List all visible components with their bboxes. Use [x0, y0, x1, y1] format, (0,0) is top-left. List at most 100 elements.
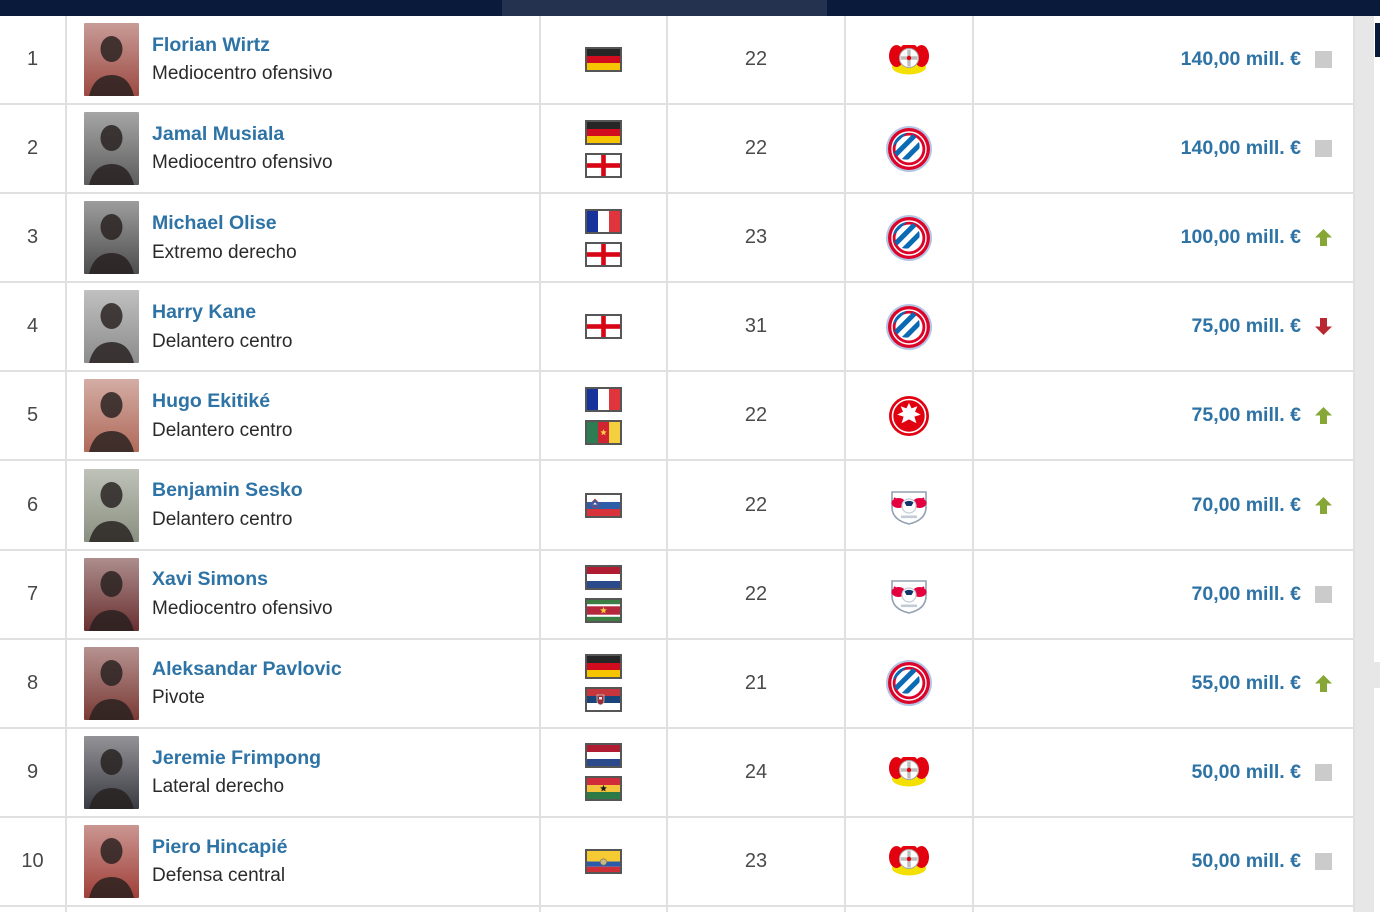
top-bar-active-segment [502, 0, 827, 16]
club-badge-eintracht-frankfurt-icon[interactable] [885, 392, 933, 440]
nationality-cell [541, 639, 668, 727]
flag-england-icon [585, 152, 622, 178]
nationality-cell [541, 283, 668, 371]
club-cell [846, 194, 974, 282]
player-row: 7 Xavi Simons Mediocentro ofensivo 22 70,00 … [0, 550, 1355, 640]
player-name-link[interactable]: Harry Kane [152, 301, 257, 324]
player-row-partial: 11 [0, 906, 1355, 912]
age-cell: 22 [668, 461, 846, 549]
player-row: 8 Aleksandar Pavlovic Pivote 21 55,00 mill. … [0, 639, 1355, 729]
market-value-cell: 75,00 mill. € [974, 283, 1355, 371]
flag-stack [585, 47, 622, 73]
flag-stack [585, 654, 622, 713]
trend-same-icon [1314, 852, 1333, 871]
club-cell [846, 283, 974, 371]
player-info: Jamal Musiala Mediocentro ofensivo [152, 122, 333, 173]
player-position: Extremo derecho [152, 241, 297, 263]
nationality-cell [541, 550, 668, 638]
market-value-link[interactable]: 75,00 mill. € [1191, 315, 1302, 338]
player-cell: Xavi Simons Mediocentro ofensivo [67, 550, 541, 638]
market-value-cell: 140,00 mill. € [974, 105, 1355, 193]
player-name-link[interactable]: Michael Olise [152, 212, 277, 235]
nationality-cell [541, 194, 668, 282]
market-value-cell: 50,00 mill. € [974, 728, 1355, 816]
market-value-link[interactable]: 50,00 mill. € [1191, 760, 1302, 783]
market-value-link[interactable]: 140,00 mill. € [1180, 137, 1301, 160]
market-value-cell: 50,00 mill. € [974, 817, 1355, 905]
player-info: Hugo Ekitiké Delantero centro [152, 391, 292, 440]
player-position: Delantero centro [152, 330, 293, 352]
player-name-link[interactable]: Aleksandar Pavlovic [152, 657, 342, 680]
player-photo[interactable] [84, 824, 139, 898]
market-value-table: 1 Florian Wirtz Mediocentro ofensivo 22 140,… [0, 16, 1355, 912]
player-photo[interactable] [84, 201, 139, 275]
market-value-link[interactable]: 70,00 mill. € [1191, 582, 1302, 605]
player-name-link[interactable]: Piero Hincapié [152, 835, 288, 858]
flag-ghana-icon [585, 776, 622, 802]
market-value-link[interactable]: 50,00 mill. € [1191, 849, 1302, 872]
rank-cell: 10 [0, 817, 67, 905]
player-cell [67, 906, 541, 912]
player-position: Mediocentro ofensivo [152, 597, 333, 619]
flag-stack [585, 743, 622, 802]
nationality-cell [541, 16, 668, 104]
market-value-link[interactable]: 100,00 mill. € [1180, 226, 1301, 249]
club-cell [846, 639, 974, 727]
flag-serbia-icon [585, 687, 622, 713]
trend-up-icon [1314, 406, 1333, 425]
market-value-link[interactable]: 70,00 mill. € [1191, 493, 1302, 516]
player-photo[interactable] [84, 290, 139, 364]
player-photo[interactable] [84, 379, 139, 453]
player-name-link[interactable]: Florian Wirtz [152, 33, 270, 56]
player-photo[interactable] [84, 646, 139, 720]
player-name-link[interactable]: Hugo Ekitiké [152, 390, 271, 413]
market-value-link[interactable]: 75,00 mill. € [1191, 404, 1302, 427]
club-badge-rb-leipzig-icon[interactable] [885, 570, 933, 618]
club-cell [846, 728, 974, 816]
market-value-cell: 75,00 mill. € [974, 372, 1355, 460]
player-row: 2 Jamal Musiala Mediocentro ofensivo 22 140,… [0, 105, 1355, 195]
age-cell: 24 [668, 728, 846, 816]
player-photo[interactable] [84, 557, 139, 631]
player-name-link[interactable]: Jeremie Frimpong [152, 746, 322, 769]
sidebar-widget-header-edge [1375, 23, 1380, 57]
club-badge-rb-leipzig-icon[interactable] [885, 481, 933, 529]
market-value-cell [974, 906, 1355, 912]
flag-germany-icon [585, 119, 622, 145]
rank-cell: 6 [0, 461, 67, 549]
age-cell: 22 [668, 16, 846, 104]
market-value-link[interactable]: 55,00 mill. € [1191, 671, 1302, 694]
player-photo[interactable] [84, 112, 139, 186]
player-photo[interactable] [84, 735, 139, 809]
age-cell: 22 [668, 550, 846, 638]
player-name-link[interactable]: Benjamin Sesko [152, 479, 303, 502]
player-row: 1 Florian Wirtz Mediocentro ofensivo 22 140,… [0, 16, 1355, 106]
flag-stack [585, 208, 622, 267]
flag-germany-icon [585, 654, 622, 680]
player-name-link[interactable]: Jamal Musiala [152, 122, 285, 145]
player-row: 4 Harry Kane Delantero centro 31 75,00 mill.… [0, 283, 1355, 373]
flag-slovenia-icon [585, 492, 622, 518]
club-badge-bayern-munich-icon[interactable] [885, 303, 933, 351]
player-name-link[interactable]: Xavi Simons [152, 568, 268, 591]
player-position: Defensa central [152, 865, 286, 887]
nationality-cell [541, 105, 668, 193]
player-cell: Piero Hincapié Defensa central [67, 817, 541, 905]
flag-stack [585, 119, 622, 178]
nationality-cell [541, 817, 668, 905]
market-value-link[interactable]: 140,00 mill. € [1180, 48, 1301, 71]
player-photo[interactable] [84, 468, 139, 542]
club-badge-bayer-leverkusen-icon[interactable] [885, 748, 933, 796]
flag-ecuador-icon [585, 848, 622, 874]
flag-england-icon [585, 241, 622, 267]
age-cell: 22 [668, 105, 846, 193]
club-badge-bayer-leverkusen-icon[interactable] [885, 837, 933, 885]
club-badge-bayern-munich-icon[interactable] [885, 214, 933, 262]
club-badge-bayer-leverkusen-icon[interactable] [885, 36, 933, 84]
flag-stack [585, 848, 622, 874]
club-badge-bayern-munich-icon[interactable] [885, 659, 933, 707]
trend-same-icon [1314, 585, 1333, 604]
player-cell: Hugo Ekitiké Delantero centro [67, 372, 541, 460]
player-photo[interactable] [84, 23, 139, 97]
club-badge-bayern-munich-icon[interactable] [885, 125, 933, 173]
